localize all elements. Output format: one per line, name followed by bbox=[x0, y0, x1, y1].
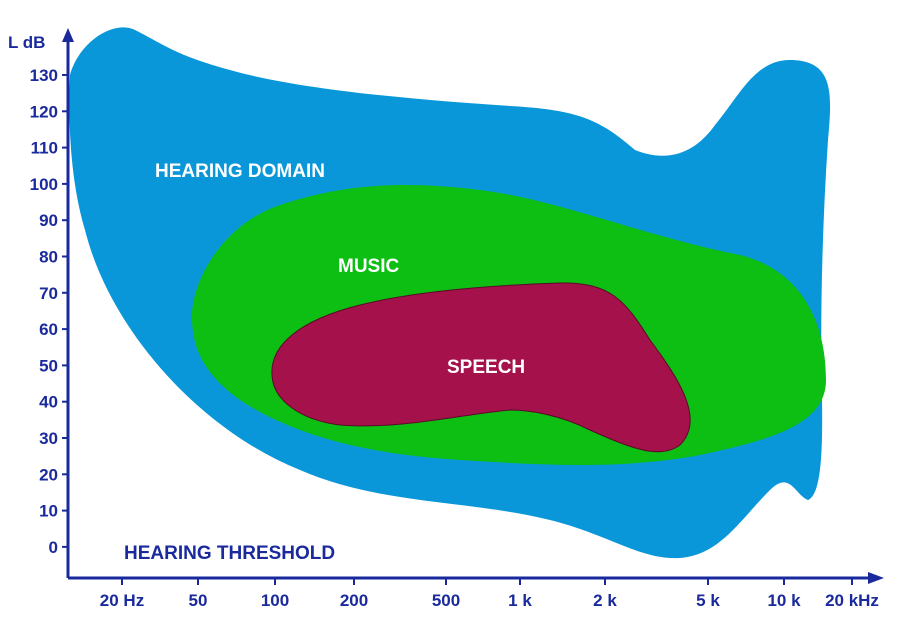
y-tick-label: 120 bbox=[30, 102, 58, 121]
x-tick-label: 2 k bbox=[593, 591, 617, 610]
speech-region bbox=[271, 282, 691, 453]
y-axis-title: L dB bbox=[8, 33, 45, 52]
x-tick-label: 100 bbox=[261, 591, 289, 610]
x-tick-label: 20 Hz bbox=[100, 591, 144, 610]
y-tick-label: 110 bbox=[31, 139, 58, 158]
x-axis-arrow bbox=[868, 572, 884, 584]
y-tick-label: 30 bbox=[39, 429, 58, 448]
x-tick-label: 500 bbox=[432, 591, 460, 610]
y-tick-label: 130 bbox=[30, 66, 58, 85]
y-axis-arrow bbox=[62, 28, 74, 42]
speech-label: SPEECH bbox=[447, 357, 525, 378]
y-tick-label: 10 bbox=[39, 502, 58, 521]
x-tick-label: 10 k bbox=[767, 591, 801, 610]
y-tick-label: 90 bbox=[39, 211, 58, 230]
y-tick-label: 0 bbox=[49, 538, 58, 557]
x-tick-label: 20 kHz bbox=[825, 591, 879, 610]
hearing-domain-label: HEARING DOMAIN bbox=[155, 161, 325, 182]
x-tick-label: 50 bbox=[189, 591, 208, 610]
x-tick-label: 200 bbox=[340, 591, 368, 610]
y-tick-label: 40 bbox=[39, 393, 58, 412]
y-tick-label: 80 bbox=[39, 248, 58, 267]
x-axis-ticks: 20 Hz 50 100 200 500 1 k 2 k 5 k 10 k 20 kHz bbox=[100, 578, 879, 610]
y-tick-label: 100 bbox=[30, 175, 58, 194]
x-tick-label: 1 k bbox=[508, 591, 532, 610]
x-tick-label: 5 k bbox=[696, 591, 720, 610]
y-tick-label: 70 bbox=[39, 284, 58, 303]
hearing-threshold-label: HEARING THRESHOLD bbox=[124, 543, 335, 564]
y-tick-label: 50 bbox=[39, 356, 58, 375]
y-tick-label: 60 bbox=[39, 320, 58, 339]
music-label: MUSIC bbox=[338, 256, 400, 277]
y-tick-label: 20 bbox=[39, 465, 58, 484]
